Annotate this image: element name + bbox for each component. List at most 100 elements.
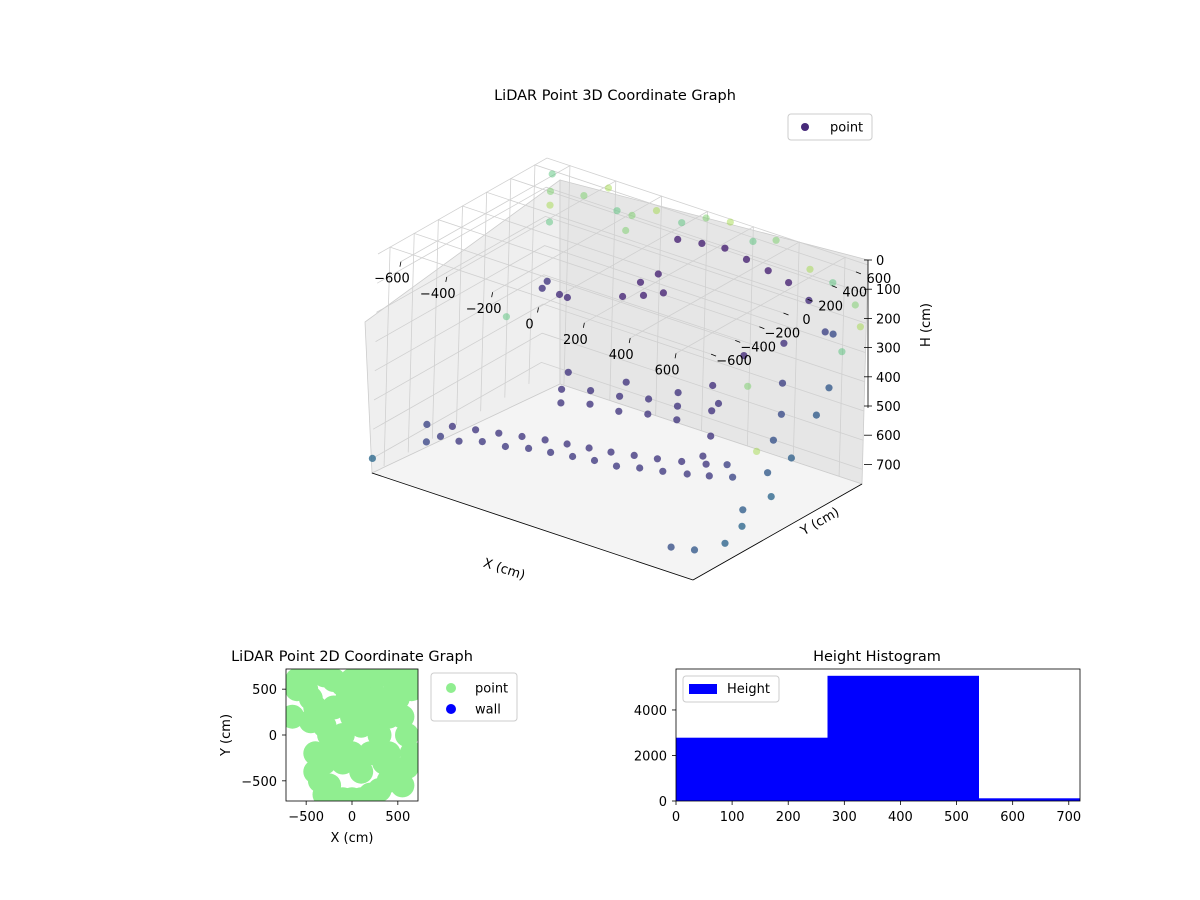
chart-3d-z-tick-label: 700 (876, 458, 901, 473)
chart-3d-point (622, 378, 630, 386)
grid-line-z-4 (374, 274, 865, 383)
chart-2d-legend-point-label: point (475, 682, 508, 697)
chart-3d-point (769, 436, 778, 444)
chart-3d-z-tick-label: 500 (876, 400, 901, 415)
chart-3d-point (738, 522, 746, 530)
histogram-y-tick-label: 2000 (634, 749, 667, 764)
chart-3d-point (518, 432, 526, 441)
chart-2d-point (303, 741, 328, 766)
chart-2d-point (395, 723, 418, 747)
chart-3d-y-tick (735, 340, 741, 343)
chart-3d-point (699, 452, 707, 460)
chart-3d-point (707, 432, 715, 440)
chart-3d-point (564, 368, 572, 376)
chart-3d-point (851, 301, 859, 309)
chart-3d-legend-label: point (830, 121, 863, 136)
chart-histogram: Height Histogram 0 100 200 300 400 500 600 7000… (634, 649, 1081, 825)
chart-3d-point (744, 382, 752, 390)
chart-3d-point (674, 389, 682, 397)
chart-3d-x-axis-line (371, 472, 694, 581)
chart-3d-point (683, 470, 691, 478)
chart-3d-y-tick (807, 298, 813, 302)
chart-3d-point (455, 437, 463, 445)
chart-2d-x-tick-label: 500 (385, 810, 410, 825)
chart-3d-point (729, 473, 737, 481)
chart-2d-point (312, 669, 337, 688)
chart-3d-point (543, 277, 551, 285)
chart-2d-x-label: X (cm) (331, 831, 374, 846)
chart-2d-points (286, 669, 418, 801)
grid-line-z-1 (377, 186, 868, 295)
chart-2d-point (399, 741, 418, 766)
chart-3d-point (726, 218, 734, 226)
chart-3d-point (753, 447, 761, 455)
grid-line-z-5 (373, 303, 865, 412)
chart-3d-point (423, 420, 431, 428)
chart-3d-point (654, 270, 662, 278)
chart-2d-legend-point-marker (446, 683, 456, 693)
chart-3d-point (645, 395, 653, 403)
chart-2d-point (353, 686, 378, 711)
chart-3d-point (778, 379, 787, 387)
chart-3d-point (659, 467, 667, 475)
chart-2d-point (298, 709, 323, 734)
chart-3d-point (764, 469, 772, 477)
chart-3d-y-tick (831, 285, 837, 288)
chart-3d-point (495, 429, 503, 437)
chart-2d-legend-box (430, 672, 518, 722)
chart-3d-point (821, 328, 829, 336)
chart-3d-x-tick (491, 292, 494, 298)
chart-3d-point (806, 265, 814, 273)
chart-3d-z-tick-label: 400 (876, 371, 901, 386)
chart-3d-x-tick-label: 200 (563, 333, 588, 348)
histogram-x-tick-label: 200 (776, 810, 801, 825)
chart-3d-legend-marker (801, 123, 809, 131)
histogram-legend-box (682, 675, 780, 703)
chart-3d-point (563, 293, 572, 302)
chart-2d-point (390, 773, 415, 798)
chart-3d-point (502, 313, 510, 321)
chart-3d-point (772, 236, 780, 244)
chart-3d-point (856, 323, 865, 331)
chart-2d-y-tick-label: 500 (252, 683, 277, 698)
histogram-title: Height Histogram (813, 649, 941, 665)
histogram-y-tick-label: 4000 (634, 704, 667, 719)
chart-2d-y-tick-label: −500 (241, 775, 277, 790)
chart-3d-x-tick-label: −400 (420, 287, 456, 302)
chart-3d-point (667, 543, 675, 551)
histogram-x-tick-label: 300 (832, 810, 857, 825)
chart-3d-points (368, 170, 865, 554)
chart-2d-legend-wall-label: wall (475, 703, 501, 718)
histogram-frame (675, 668, 1081, 802)
chart-3d-point (739, 506, 747, 514)
chart-3d-point (538, 284, 546, 292)
histogram-bar (827, 675, 979, 801)
chart-3d-point (780, 339, 788, 347)
chart-2d-y-label: Y (cm) (219, 714, 234, 757)
chart-2d: LiDAR Point 2D Coordinate Graph −500 0 500… (219, 649, 518, 846)
grid-line-z-2 (376, 215, 867, 324)
chart-3d-point (590, 456, 599, 465)
chart-3d-point (749, 237, 757, 245)
chart-3d-y-tick-label: −600 (716, 354, 752, 369)
chart-3d-point (659, 289, 668, 297)
chart-2d-point (367, 723, 392, 747)
chart-2d-y-tick-label: 0 (269, 729, 277, 744)
chart-3d-y-tick (710, 353, 717, 357)
chart-3d-point (805, 296, 813, 304)
chart-3d-x-tick-label: −600 (374, 272, 410, 287)
chart-3d-point (653, 455, 662, 463)
chart-3d-point (501, 442, 509, 451)
chart-3d-point (777, 410, 786, 418)
chart-3d-point (547, 448, 555, 456)
chart-3d-point (652, 207, 661, 215)
chart-3d-point (714, 399, 723, 408)
chart-2d-legend-wall-marker (446, 704, 456, 714)
grid-line-z-3 (375, 245, 866, 353)
chart-3d-point (709, 381, 717, 390)
chart-3d: LiDAR Point 3D Coordinate Graph −600−400… (364, 88, 934, 583)
chart-3d-z-tick-label: 100 (876, 283, 901, 298)
histogram-bar (979, 798, 1080, 801)
chart-3d-point (548, 170, 556, 178)
